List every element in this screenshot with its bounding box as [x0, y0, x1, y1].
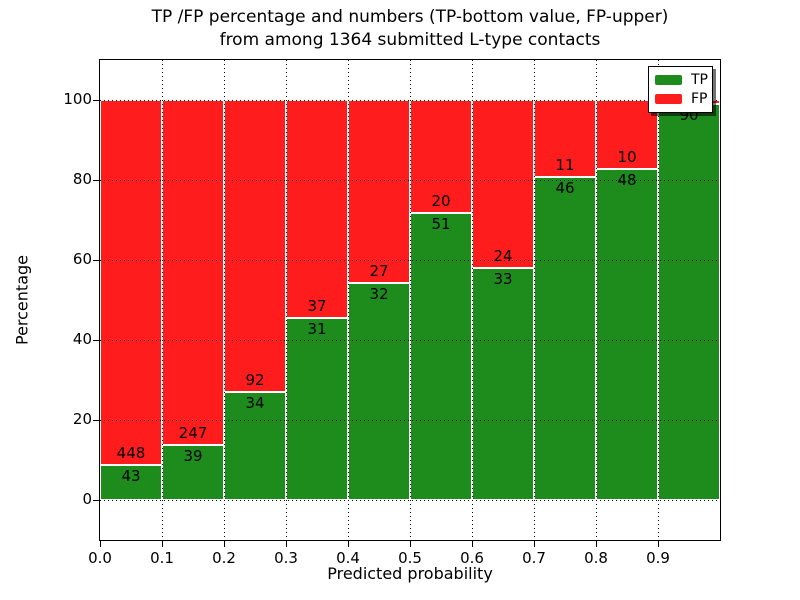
- legend: TP FP: [648, 66, 713, 113]
- x-tick-label: 0.4: [336, 549, 360, 567]
- legend-row-fp: FP: [655, 91, 708, 107]
- bar-segment-tp: [596, 168, 658, 500]
- gridline-vertical: [472, 60, 473, 540]
- bar-count-label-fp: 27: [369, 262, 389, 281]
- bar-segment-tp: [100, 464, 162, 500]
- x-tick-label: 0.8: [584, 549, 608, 567]
- y-tick-label: 0: [82, 490, 92, 508]
- y-axis-label: Percentage: [12, 254, 32, 346]
- bar-segment-tp: [658, 104, 720, 500]
- x-tick-label: 0.2: [212, 549, 236, 567]
- x-tick-label: 0.9: [646, 549, 670, 567]
- gridline-horizontal: [100, 500, 720, 501]
- gridline-horizontal: [100, 420, 720, 421]
- bar-count-label-fp: 24: [493, 247, 513, 266]
- bar-count-label-fp: 247: [178, 424, 208, 443]
- x-tick-label: 0.3: [274, 549, 298, 567]
- gridline-vertical: [658, 60, 659, 540]
- bar-count-label-tp: 43: [121, 466, 141, 485]
- bar-segment-tp: [410, 212, 472, 500]
- bar-count-label-tp: 33: [493, 270, 513, 289]
- bar-segment-tp: [534, 177, 596, 500]
- bar-count-label-fp: 92: [245, 371, 265, 390]
- y-tick-label: 100: [63, 90, 92, 108]
- x-tick-label: 0.6: [460, 549, 484, 567]
- chart-title-line1: TP /FP percentage and numbers (TP-bottom…: [151, 7, 669, 27]
- y-tick-label: 80: [72, 170, 92, 188]
- gridline-vertical: [286, 60, 287, 540]
- x-tick-mark: [286, 541, 287, 547]
- bar-segment-fp: [224, 100, 286, 393]
- bar-segment-tp: [348, 283, 410, 500]
- bar-count-label-fp: 20: [431, 191, 451, 210]
- bar-count-label-tp: 48: [617, 170, 637, 189]
- y-tick-mark: [93, 340, 99, 341]
- x-tick-mark: [596, 541, 597, 547]
- y-tick-label: 40: [72, 330, 92, 348]
- bar-count-label-fp: 11: [555, 156, 575, 175]
- bar-segment-fp: [100, 100, 162, 465]
- legend-label-tp: TP: [691, 72, 708, 88]
- legend-row-tp: TP: [655, 72, 708, 88]
- x-tick-mark: [348, 541, 349, 547]
- bar-segment-fp: [410, 100, 472, 213]
- gridline-vertical: [534, 60, 535, 540]
- bar-count-label-tp: 31: [307, 319, 327, 338]
- x-tick-mark: [224, 541, 225, 547]
- x-tick-mark: [162, 541, 163, 547]
- gridline-horizontal: [100, 260, 720, 261]
- legend-swatch-fp-icon: [655, 94, 682, 104]
- bar-segment-fp: [162, 100, 224, 446]
- bar-count-label-tp: 34: [245, 394, 265, 413]
- x-tick-mark: [658, 541, 659, 547]
- legend-swatch-tp-icon: [655, 75, 682, 85]
- y-tick-label: 20: [72, 410, 92, 428]
- bar-segment-tp: [162, 445, 224, 500]
- chart-title: TP /FP percentage and numbers (TP-bottom…: [100, 6, 720, 52]
- bar-count-label-fp: 10: [617, 147, 637, 166]
- y-tick-label: 60: [72, 250, 92, 268]
- bar-segment-fp: [286, 100, 348, 318]
- gridline-horizontal: [100, 100, 720, 101]
- x-tick-label: 0.7: [522, 549, 546, 567]
- x-tick-mark: [472, 541, 473, 547]
- x-tick-mark: [410, 541, 411, 547]
- gridline-horizontal: [100, 180, 720, 181]
- chart-title-line2: from among 1364 submitted L-type contact…: [219, 30, 601, 50]
- x-tick-label: 0.1: [150, 549, 174, 567]
- gridline-vertical: [224, 60, 225, 540]
- gridline-horizontal: [100, 340, 720, 341]
- bar-count-label-tp: 51: [431, 214, 451, 233]
- x-tick-label: 0.0: [88, 549, 112, 567]
- y-tick-mark: [93, 420, 99, 421]
- bar-count-label-fp: 448: [116, 443, 146, 462]
- bar-segment-fp: [348, 100, 410, 284]
- y-tick-mark: [93, 260, 99, 261]
- bar-count-label-tp: 39: [183, 447, 203, 466]
- y-tick-mark: [93, 500, 99, 501]
- gridline-vertical: [410, 60, 411, 540]
- bar-count-label-fp: 37: [307, 296, 327, 315]
- x-tick-mark: [100, 541, 101, 547]
- plot-area: 448 43 247 39 92 34 37 31 27 32 20 51 24 33 11 46 10 48 90: [99, 59, 721, 541]
- bar-count-label-tp: 46: [555, 179, 575, 198]
- bar-segment-tp: [472, 268, 534, 500]
- bar-segment-fp: [472, 100, 534, 269]
- gridline-vertical: [348, 60, 349, 540]
- y-tick-mark: [93, 180, 99, 181]
- x-axis-label: Predicted probability: [327, 564, 493, 583]
- gridline-vertical: [596, 60, 597, 540]
- x-tick-mark: [534, 541, 535, 547]
- y-tick-mark: [93, 100, 99, 101]
- bar-count-label-tp: 32: [369, 285, 389, 304]
- x-tick-label: 0.5: [398, 549, 422, 567]
- gridline-vertical: [162, 60, 163, 540]
- bar-segment-tp: [286, 317, 348, 500]
- legend-label-fp: FP: [691, 91, 708, 107]
